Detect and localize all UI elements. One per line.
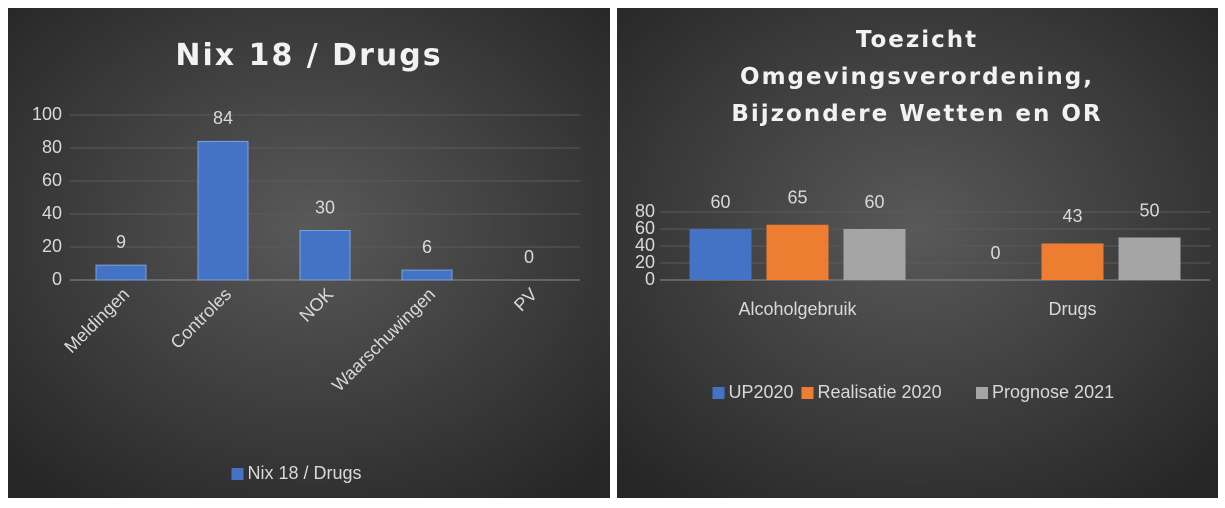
- data-label: 60: [710, 192, 730, 212]
- y-tick-label: 80: [635, 201, 655, 221]
- bar: [401, 269, 453, 281]
- bar: [197, 140, 249, 281]
- bar: [299, 230, 351, 281]
- y-tick-label: 0: [52, 269, 62, 289]
- bar: [843, 229, 906, 280]
- data-label: 0: [990, 243, 1000, 263]
- data-label: 30: [315, 197, 335, 217]
- bar: [1041, 243, 1104, 280]
- legend-swatch: [801, 387, 814, 399]
- legend-label: Realisatie 2020: [818, 382, 942, 402]
- data-label: 0: [524, 247, 534, 267]
- y-tick-label: 80: [42, 137, 62, 157]
- data-label: 9: [116, 232, 126, 252]
- data-label: 43: [1062, 206, 1082, 226]
- bar: [766, 224, 829, 280]
- data-label: 50: [1139, 200, 1159, 220]
- legend-swatch: [712, 387, 725, 399]
- legend-label: Nix 18 / Drugs: [248, 463, 362, 483]
- bar: [689, 229, 752, 280]
- data-label: 65: [787, 188, 807, 208]
- chart-title: Toezicht Omgevingsverordening, Bijzonder…: [731, 27, 1103, 127]
- chart-title: Nix 18 / Drugs: [175, 38, 443, 73]
- x-tick-label: Alcoholgebruik: [738, 299, 857, 319]
- legend-label: UP2020: [729, 382, 794, 402]
- y-tick-label: 40: [42, 203, 62, 223]
- y-tick-label: 40: [635, 235, 655, 255]
- legend-swatch: [231, 468, 244, 480]
- bar: [95, 264, 147, 281]
- data-label: 60: [864, 192, 884, 212]
- x-tick-label: Drugs: [1048, 299, 1096, 319]
- legend-label: Prognose 2021: [992, 382, 1114, 402]
- bar: [1118, 237, 1181, 280]
- y-tick-label: 60: [635, 218, 655, 238]
- y-tick-label: 100: [32, 104, 62, 124]
- y-tick-label: 20: [635, 252, 655, 272]
- y-tick-label: 20: [42, 236, 62, 256]
- data-label: 6: [422, 237, 432, 257]
- legend-swatch: [976, 387, 988, 399]
- y-tick-label: 60: [42, 170, 62, 190]
- y-tick-label: 0: [645, 269, 655, 289]
- data-label: 84: [213, 108, 233, 128]
